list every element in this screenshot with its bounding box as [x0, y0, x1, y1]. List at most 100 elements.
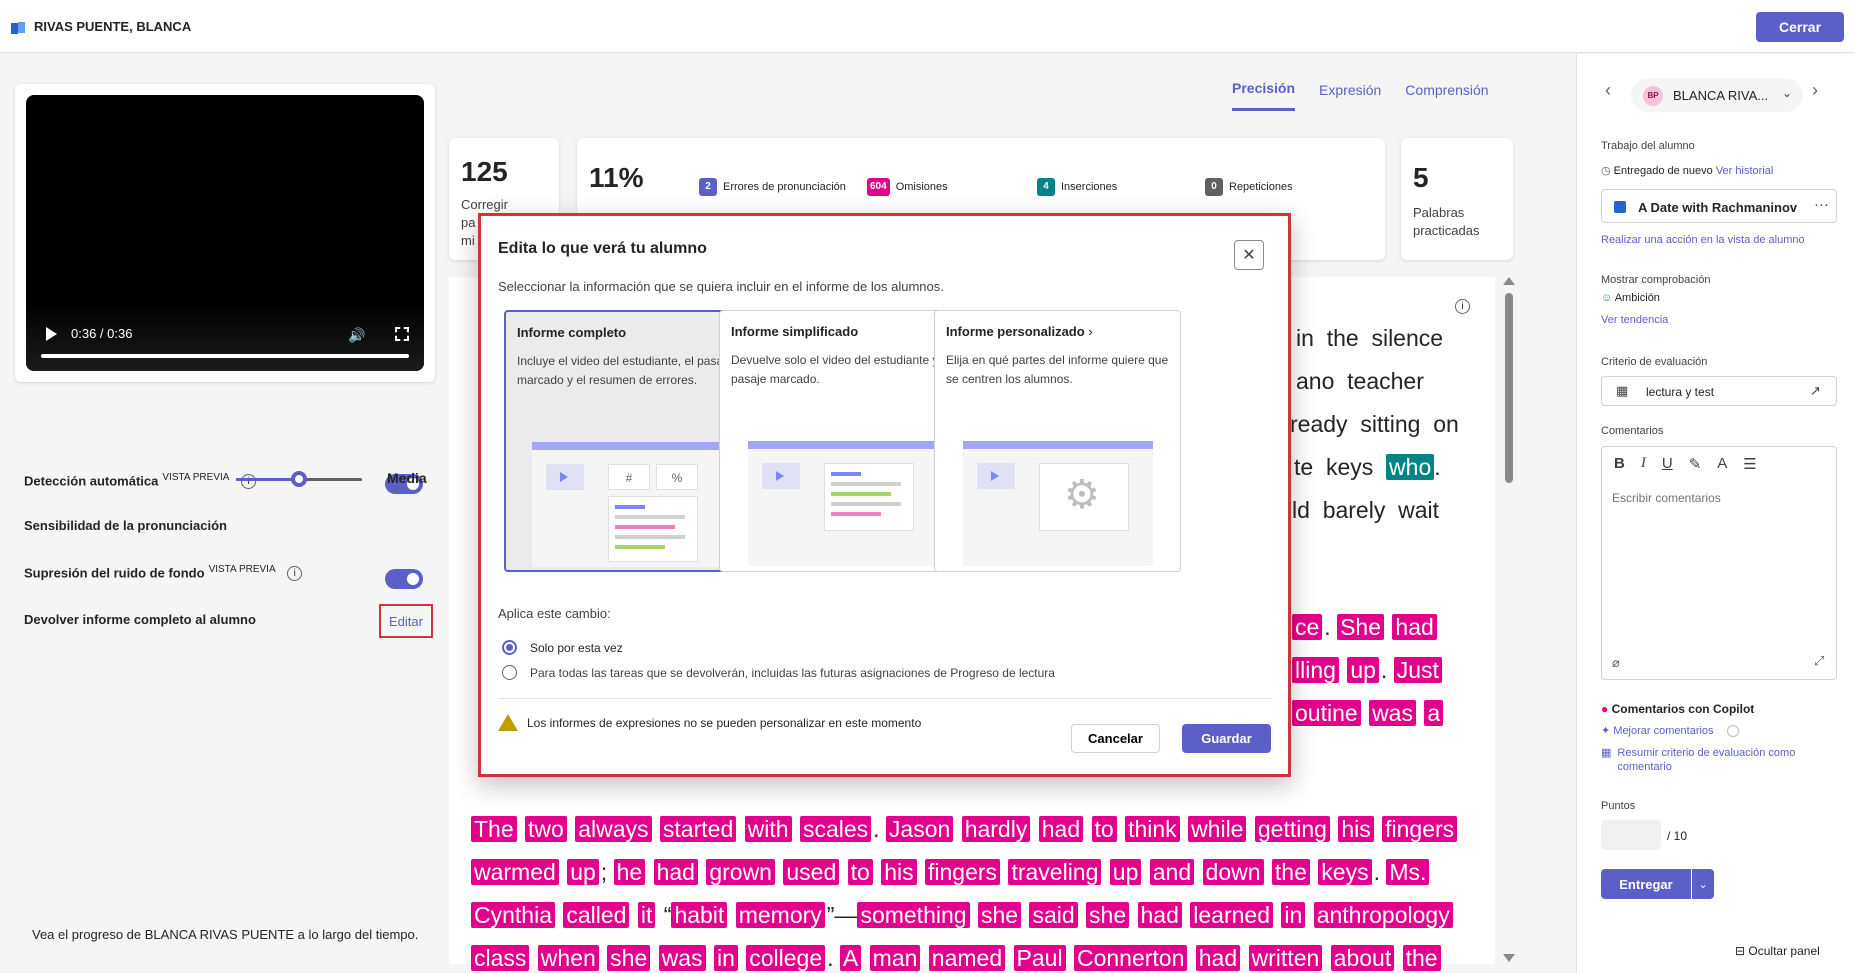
omitted-word[interactable]: A	[839, 945, 862, 971]
italic-icon[interactable]: I	[1640, 455, 1646, 471]
inserted-word[interactable]: who	[1386, 454, 1435, 480]
trend-link[interactable]: Ver tendencia	[1601, 314, 1669, 326]
omitted-word[interactable]: started	[659, 816, 737, 842]
fullscreen-icon[interactable]	[395, 327, 409, 341]
omitted-word[interactable]: and	[1149, 859, 1195, 885]
omitted-word[interactable]: named	[928, 945, 1006, 971]
omitted-word[interactable]: called	[563, 902, 630, 928]
student-selector[interactable]: BP BLANCA RIVA... ⌄	[1631, 78, 1803, 112]
omitted-word[interactable]: written	[1248, 945, 1323, 971]
omitted-word[interactable]: Ms.	[1386, 859, 1430, 885]
word[interactable]: in	[1296, 325, 1314, 351]
omitted-word[interactable]: she	[607, 945, 651, 971]
omitted-word[interactable]: traveling	[1008, 859, 1102, 885]
omitted-word[interactable]: keys	[1318, 859, 1372, 885]
word[interactable]: keys	[1325, 454, 1374, 480]
summarize-link[interactable]: Resumir criterio de evaluación como come…	[1617, 747, 1796, 773]
omitted-word[interactable]: about	[1330, 945, 1395, 971]
auto-detect-toggle[interactable]	[385, 474, 423, 494]
omitted-word[interactable]: the	[1271, 859, 1310, 885]
highlight-icon[interactable]: ✎	[1688, 456, 1702, 473]
word[interactable]: sitting	[1360, 411, 1421, 437]
more-options-icon[interactable]: ···	[1814, 196, 1829, 213]
save-button[interactable]: Guardar	[1182, 724, 1271, 753]
close-button[interactable]: Cerrar	[1756, 12, 1844, 42]
scroll-down-icon[interactable]	[1503, 954, 1515, 962]
omitted-word[interactable]: Jason	[885, 816, 954, 842]
omitted-word[interactable]: up	[1109, 859, 1142, 885]
omitted-word[interactable]: with	[744, 816, 792, 842]
omitted-word[interactable]: She	[1337, 614, 1385, 640]
bold-icon[interactable]: B	[1614, 455, 1625, 472]
omitted-word[interactable]: hardly	[961, 816, 1031, 842]
omitted-word[interactable]: up	[1347, 657, 1379, 683]
open-external-icon[interactable]: ↗	[1810, 383, 1821, 398]
omitted-word[interactable]: fingers	[925, 859, 1001, 885]
criteria-field[interactable]: ▦ lectura y test ↗	[1601, 376, 1837, 406]
omitted-word[interactable]: it	[637, 902, 656, 928]
omitted-word[interactable]: his	[1338, 816, 1374, 842]
assignment-card[interactable]: A Date with Rachmaninov ···	[1601, 189, 1837, 223]
word[interactable]: ano	[1296, 368, 1335, 394]
word[interactable]: wait	[1398, 497, 1440, 523]
expand-icon[interactable]: ⤢	[1814, 653, 1825, 668]
word[interactable]: teacher	[1347, 368, 1424, 394]
info-icon[interactable]: i	[287, 566, 303, 582]
word[interactable]: on	[1433, 411, 1459, 437]
tab-accuracy[interactable]: Precisión	[1232, 80, 1296, 111]
edit-report-button[interactable]: Editar	[379, 604, 433, 638]
hide-panel-button[interactable]: ⊟ Ocultar panel	[1735, 944, 1820, 958]
omitted-word[interactable]: in	[1281, 902, 1306, 928]
word[interactable]: silence	[1371, 325, 1444, 351]
omitted-word[interactable]: Paul	[1013, 945, 1066, 971]
omitted-word[interactable]: said	[1029, 902, 1078, 928]
radio-all-assignments-label[interactable]: Para todas las tareas que se devolverán,…	[530, 666, 1055, 680]
summarize-row[interactable]: ▦ Resumir criterio de evaluación como co…	[1601, 746, 1831, 774]
font-color-icon[interactable]: A	[1717, 455, 1728, 472]
submit-button[interactable]: Entregar	[1601, 869, 1691, 899]
omitted-word[interactable]: college	[746, 945, 826, 971]
omitted-word[interactable]: always	[575, 816, 652, 842]
option-full-report[interactable]: Informe completo Incluye el video del es…	[504, 310, 751, 572]
omitted-word[interactable]: in	[713, 945, 738, 971]
improve-link[interactable]: Mejorar comentarios	[1613, 725, 1714, 737]
omitted-word[interactable]: fingers	[1382, 816, 1458, 842]
scroll-thumb[interactable]	[1505, 293, 1513, 483]
close-icon[interactable]: ✕	[1234, 240, 1264, 270]
omitted-word[interactable]: anthropology	[1313, 902, 1453, 928]
omitted-word[interactable]: she	[977, 902, 1022, 928]
omitted-word[interactable]: he	[613, 859, 646, 885]
word[interactable]: barely	[1322, 497, 1386, 523]
omitted-word[interactable]: something	[857, 902, 970, 928]
omitted-word[interactable]: grown	[706, 859, 775, 885]
omitted-word[interactable]: had	[1392, 614, 1437, 640]
omitted-word[interactable]: to	[847, 859, 873, 885]
chevron-right-icon[interactable]: ›	[1812, 80, 1818, 100]
radio-this-time[interactable]	[502, 640, 517, 655]
omitted-word[interactable]: habit	[671, 902, 728, 928]
play-icon[interactable]	[46, 327, 57, 341]
omitted-word[interactable]: The	[471, 816, 517, 842]
history-link[interactable]: Ver historial	[1715, 165, 1774, 177]
tab-comprehension[interactable]: Comprensión	[1405, 80, 1488, 111]
omitted-word[interactable]: to	[1091, 816, 1117, 842]
omitted-word[interactable]: was	[1369, 700, 1416, 726]
omitted-word[interactable]: Connerton	[1073, 945, 1188, 971]
omitted-word[interactable]: Just	[1393, 657, 1442, 683]
omitted-word[interactable]: getting	[1254, 816, 1330, 842]
noise-toggle[interactable]	[385, 569, 423, 589]
omitted-word[interactable]: Cynthia	[471, 902, 555, 928]
tab-expression[interactable]: Expresión	[1319, 80, 1381, 111]
omitted-word[interactable]: two	[525, 816, 567, 842]
omitted-word[interactable]: had	[1038, 816, 1084, 842]
points-input[interactable]	[1601, 820, 1661, 850]
progress-note[interactable]: Vea el progreso de BLANCA RIVAS PUENTE a…	[32, 927, 419, 942]
scroll-up-icon[interactable]	[1503, 277, 1515, 285]
omitted-word[interactable]: a	[1424, 700, 1444, 726]
omitted-word[interactable]: think	[1125, 816, 1180, 842]
omitted-word[interactable]: while	[1188, 816, 1247, 842]
passage-scrollbar[interactable]	[1502, 277, 1515, 962]
pronunciation-slider[interactable]	[236, 471, 362, 487]
omitted-word[interactable]: the	[1402, 945, 1441, 971]
omitted-word[interactable]: had	[653, 859, 698, 885]
